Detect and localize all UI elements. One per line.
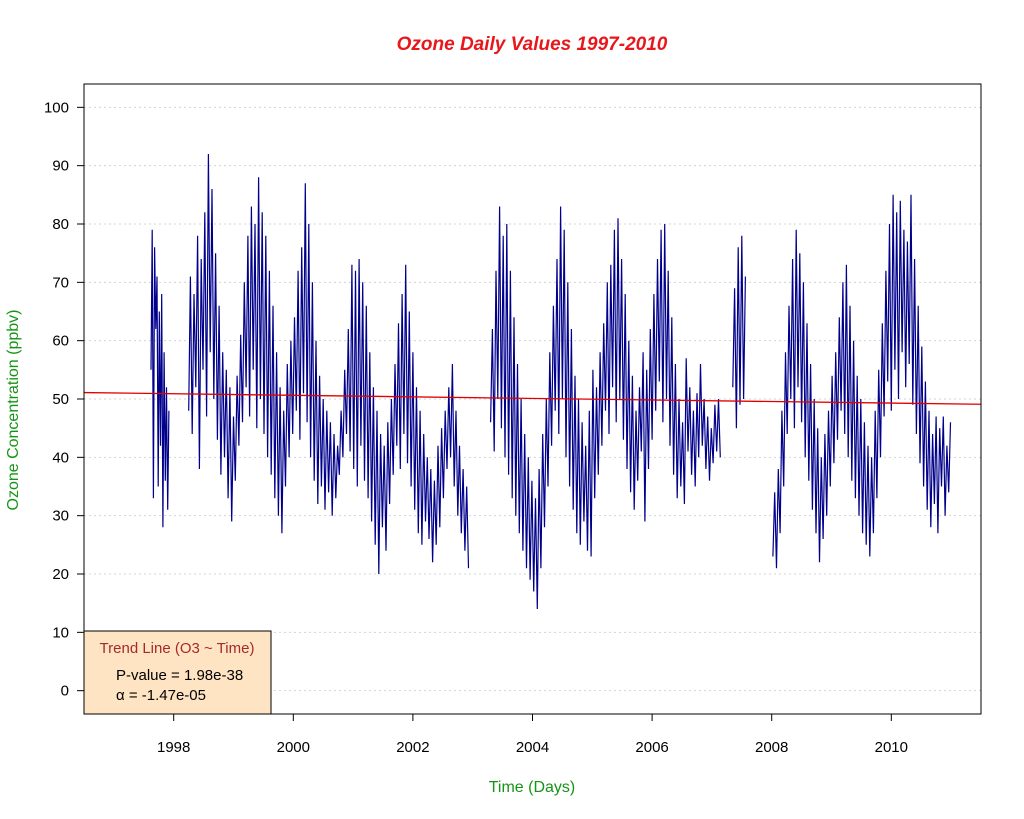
y-tick-label: 80 bbox=[52, 216, 69, 233]
ozone-series-line bbox=[490, 206, 721, 610]
trend-line-path bbox=[83, 391, 982, 405]
y-axis-label: Ozone Concentration (ppbv) bbox=[5, 310, 22, 511]
y-tick-label: 20 bbox=[52, 566, 69, 583]
ozone-series-line bbox=[732, 235, 746, 429]
y-tick-label: 70 bbox=[52, 274, 69, 291]
x-tick-label: 2002 bbox=[396, 739, 429, 756]
x-tick-label: 2004 bbox=[516, 739, 549, 756]
y-tick-label: 90 bbox=[52, 158, 69, 175]
y-tick-label: 50 bbox=[52, 391, 69, 408]
ozone-series-line bbox=[188, 153, 470, 575]
x-tick-label: 2010 bbox=[875, 739, 908, 756]
x-axis: 1998 2000 2002 2004 2006 2008 2010 bbox=[157, 714, 908, 756]
data-series bbox=[150, 153, 952, 610]
chart-title: Ozone Daily Values 1997-2010 bbox=[397, 34, 668, 55]
ozone-series-line bbox=[772, 194, 952, 569]
y-tick-label: 10 bbox=[52, 624, 69, 641]
x-tick-label: 2000 bbox=[277, 739, 310, 756]
y-tick-label: 60 bbox=[52, 333, 69, 350]
legend-box bbox=[83, 630, 272, 715]
y-tick-label: 0 bbox=[61, 683, 69, 700]
y-tick-label: 30 bbox=[52, 508, 69, 525]
x-tick-label: 2006 bbox=[635, 739, 668, 756]
y-axis: 0 10 20 30 40 50 60 70 80 90 100 bbox=[44, 99, 84, 700]
y-tick-label: 40 bbox=[52, 449, 69, 466]
legend: Trend Line (O3 ~ Time) P-value = 1.98e-3… bbox=[83, 630, 272, 715]
legend-title: Trend Line (O3 ~ Time) bbox=[100, 640, 255, 657]
x-tick-label: 1998 bbox=[157, 739, 190, 756]
ozone-series-line bbox=[150, 229, 170, 528]
y-tick-label: 100 bbox=[44, 99, 69, 116]
trend-line bbox=[83, 391, 982, 405]
x-axis-label: Time (Days) bbox=[489, 779, 576, 796]
legend-p-value: P-value = 1.98e-38 bbox=[116, 667, 243, 684]
x-tick-label: 2008 bbox=[755, 739, 788, 756]
legend-alpha: α = -1.47e-05 bbox=[116, 687, 206, 704]
